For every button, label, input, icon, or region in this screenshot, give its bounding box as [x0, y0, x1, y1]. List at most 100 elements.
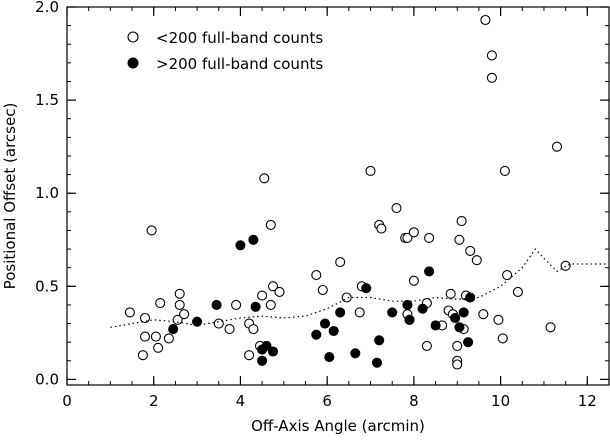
open-point [248, 324, 259, 335]
open-point [502, 270, 513, 281]
y-axis-label: Positional Offset (arcsec) [1, 103, 19, 290]
minor-ticks [66, 6, 610, 385]
open-point [486, 50, 497, 61]
filled-point [374, 335, 385, 346]
open-point [402, 232, 413, 243]
x-tick-label: 6 [322, 392, 332, 410]
open-point [317, 284, 328, 296]
open-point [478, 309, 489, 320]
open-point [452, 340, 463, 351]
open-point [257, 290, 268, 301]
open-point [174, 299, 185, 310]
open-point [551, 141, 563, 152]
open-point [497, 333, 508, 344]
filled-point [328, 325, 339, 337]
open-point [560, 260, 571, 271]
tick-labels: 0 2 4 6 8 10 12 0.0 0.5 1.0 1.5 2.0 [35, 0, 597, 410]
open-point [267, 281, 279, 292]
open-point [139, 312, 151, 324]
open-point [155, 298, 166, 309]
series-layer [110, 14, 609, 370]
filled-point [211, 299, 222, 310]
open-point [311, 270, 322, 281]
open-point [545, 322, 556, 333]
y-tick-label: 0.5 [35, 277, 59, 295]
open-point [480, 14, 491, 26]
x-axis-label: Off-Axis Angle (arcmin) [251, 417, 425, 435]
filled-point [417, 303, 428, 314]
filled-point [424, 266, 435, 277]
x-tick-label: 10 [491, 392, 510, 410]
open-point [224, 324, 235, 335]
filled-point [387, 307, 398, 318]
filled-point [371, 357, 383, 368]
open-point [376, 223, 387, 234]
open-point [213, 318, 224, 329]
filled-point [235, 240, 246, 251]
x-tick-label: 0 [62, 392, 72, 410]
open-point [137, 350, 148, 361]
y-tick-label: 2.0 [35, 0, 59, 16]
filled-point [267, 346, 279, 357]
open-point [365, 165, 376, 176]
filled-point [463, 337, 474, 348]
y-tick-label: 0.0 [35, 370, 59, 388]
open-point [456, 216, 467, 227]
x-tick-label: 4 [236, 392, 246, 410]
filled-point [324, 352, 335, 363]
legend-label-filled: >200 full-band counts [156, 55, 323, 73]
filled-point [192, 316, 203, 327]
filled-point [261, 340, 272, 351]
filled-point [402, 299, 413, 310]
filled-point [335, 307, 346, 318]
open-point [139, 331, 151, 342]
open-point [265, 299, 276, 310]
open-point [172, 314, 183, 325]
open-point [259, 173, 270, 184]
open-point [421, 340, 432, 351]
filled-point [430, 320, 441, 331]
filled-point [257, 355, 268, 366]
legend-marker-filled [127, 57, 139, 69]
filled-point [350, 348, 361, 359]
filled-point [465, 292, 476, 303]
filled-point [168, 324, 179, 335]
open-point [163, 333, 174, 344]
x-tick-label: 2 [149, 392, 159, 410]
open-point [486, 72, 497, 83]
open-point [231, 299, 242, 310]
legend: <200 full-band counts >200 full-band cou… [127, 29, 323, 73]
open-point [465, 245, 476, 256]
x-tick-label: 12 [578, 392, 597, 410]
open-point [335, 257, 346, 268]
open-point [424, 232, 435, 243]
filled-point [450, 312, 461, 324]
filled-point [458, 307, 469, 318]
open-point [244, 350, 255, 361]
open-point [499, 165, 510, 176]
open-point [341, 292, 352, 303]
open-point [452, 359, 463, 370]
running-median-line [110, 248, 609, 328]
open-point [265, 219, 276, 230]
filled-point [404, 314, 415, 325]
filled-point [319, 318, 331, 329]
major-ticks [66, 6, 609, 385]
open-point [454, 234, 465, 245]
plot-frame [66, 6, 610, 386]
open-point [512, 286, 523, 297]
y-tick-label: 1.0 [35, 184, 59, 202]
open-point [445, 288, 456, 299]
open-point [354, 307, 365, 318]
y-tick-label: 1.5 [35, 91, 59, 109]
filled-point [361, 283, 372, 294]
filled-point [248, 234, 259, 245]
open-point [153, 342, 164, 353]
filled-point [311, 329, 322, 340]
filled-point [454, 322, 465, 333]
open-point [146, 225, 157, 236]
open-point [150, 331, 161, 342]
open-point [408, 275, 419, 286]
